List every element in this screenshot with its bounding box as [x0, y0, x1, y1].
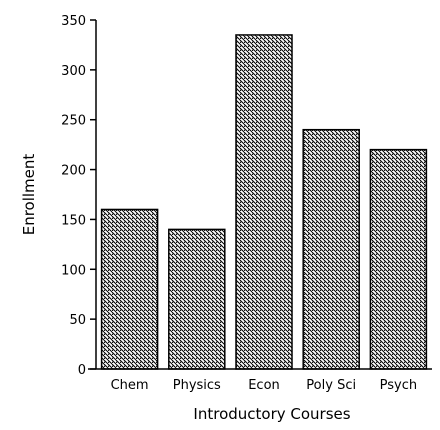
bar-physics — [168, 228, 226, 370]
y-tick-label: 0 — [78, 363, 86, 378]
y-tick-label: 200 — [61, 164, 86, 179]
x-axis-title: Introductory Courses — [193, 405, 350, 423]
axes-layer — [88, 20, 432, 370]
x-tick-label: Chem — [111, 378, 149, 393]
x-ticks: Chem Physics Econ Poly Sci Psych — [111, 378, 418, 393]
bars-layer — [100, 34, 428, 370]
bar-psych — [369, 148, 428, 370]
x-tick-label: Psych — [380, 378, 417, 393]
bar-econ — [235, 34, 293, 370]
y-ticks: 0 50 100 150 200 250 300 350 — [61, 14, 96, 378]
bar-chem — [100, 208, 159, 370]
y-tick-label: 100 — [61, 263, 86, 278]
y-tick-label: 300 — [61, 64, 86, 79]
x-tick-label: Physics — [173, 378, 221, 393]
y-tick-label: 150 — [61, 213, 86, 228]
bar-poly-sci — [302, 128, 360, 370]
x-tick-label: Poly Sci — [306, 378, 356, 393]
y-axis-title: Enrollment — [20, 154, 38, 236]
y-tick-label: 250 — [61, 114, 86, 129]
y-tick-label: 350 — [61, 14, 86, 29]
y-tick-label: 50 — [69, 313, 86, 328]
x-tick-label: Econ — [248, 378, 280, 393]
